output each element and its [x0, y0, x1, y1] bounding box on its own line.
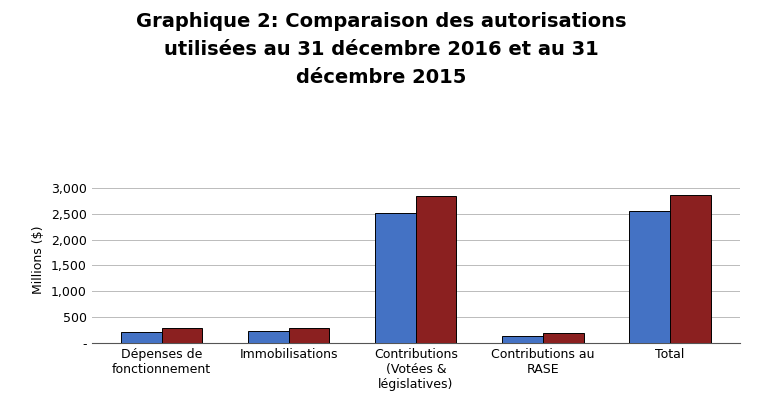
Y-axis label: Millions ($): Millions ($)	[32, 226, 45, 294]
Bar	[629, 211, 670, 343]
Bar	[502, 336, 543, 343]
Bar	[248, 331, 288, 343]
Bar	[162, 328, 202, 343]
Text: Graphique 2: Comparaison des autorisations
utilisées au 31 décembre 2016 et au 3: Graphique 2: Comparaison des autorisatio…	[137, 12, 626, 88]
Bar	[416, 196, 456, 343]
Bar	[670, 195, 710, 343]
Bar	[375, 213, 416, 343]
Bar	[288, 328, 330, 343]
Bar	[543, 333, 584, 343]
Bar	[121, 332, 162, 343]
